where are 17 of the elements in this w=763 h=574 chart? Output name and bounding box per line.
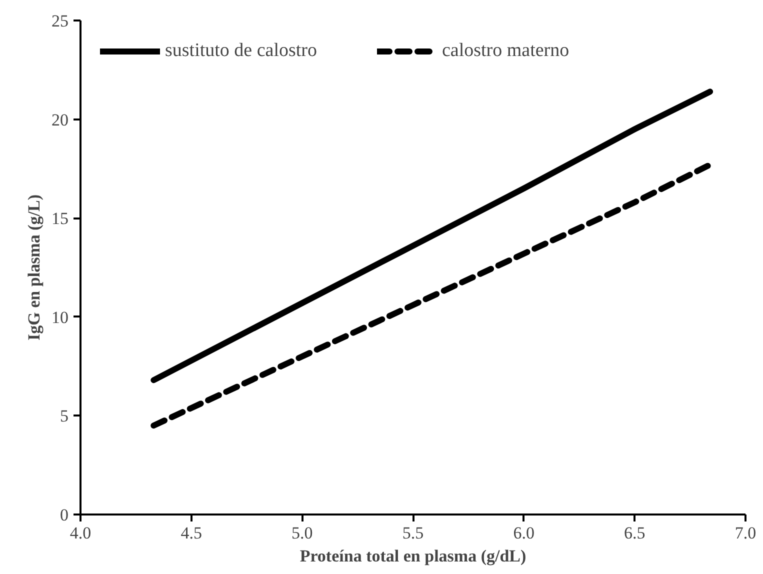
y-tick-label: 0 [60, 506, 68, 524]
y-tick-label: 25 [52, 12, 68, 30]
y-tick-label: 20 [52, 110, 68, 130]
y-tick-label: 10 [52, 308, 68, 327]
x-tick-label: 5.5 [402, 524, 424, 542]
legend-label: sustituto de calostro [165, 40, 317, 62]
x-tick-label: 4.0 [70, 524, 92, 542]
x-tick-label: 4.5 [180, 524, 202, 542]
legend-label: calostro materno [442, 40, 570, 62]
x-tick-label: 5.0 [292, 524, 313, 542]
y-tick-label: 15 [52, 209, 68, 228]
y-tick-label: 5 [60, 406, 68, 426]
y-axis-title: IgG en plasma (g/L) [24, 194, 44, 340]
x-tick-label: 6.0 [513, 524, 534, 542]
x-tick-label: 7.0 [734, 524, 756, 542]
x-axis-title: Proteína total en plasma (g/dL) [300, 546, 526, 566]
x-tick-label: 6.5 [624, 524, 646, 542]
